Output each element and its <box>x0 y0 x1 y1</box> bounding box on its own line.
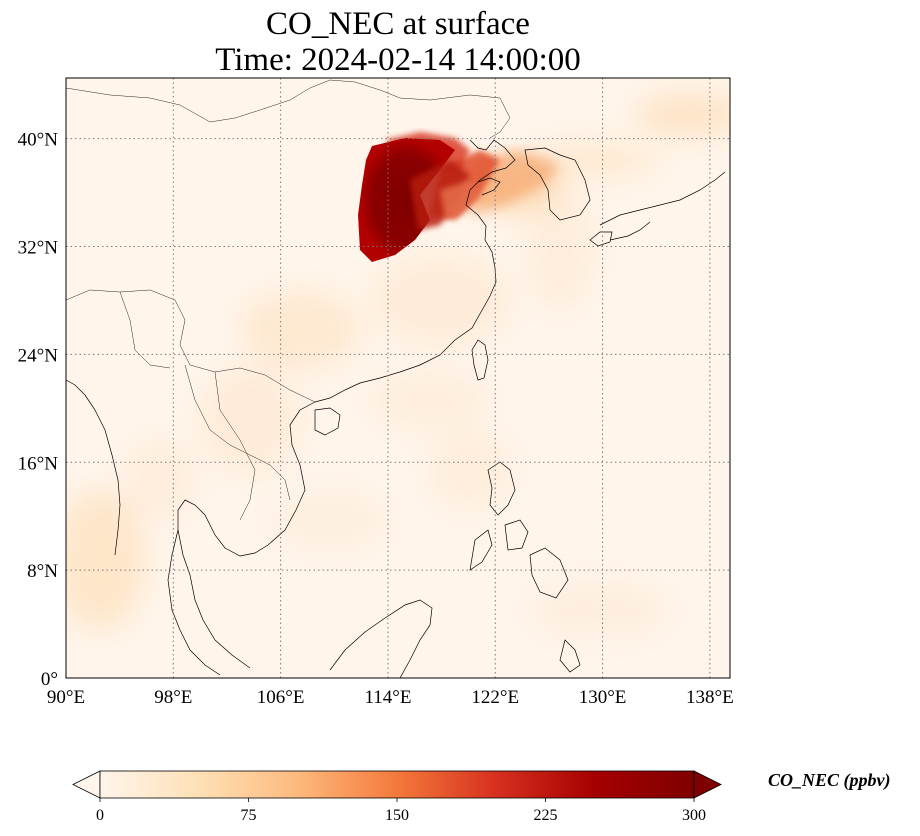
colorbar-label: CO_NEC (ppbv) <box>768 770 891 790</box>
gridlines <box>66 78 730 678</box>
map-frame <box>65 77 731 679</box>
map-plot-area <box>66 78 730 678</box>
co-plume <box>358 132 560 262</box>
colorbar: 0 75 150 225 300 <box>72 770 722 824</box>
country-borders <box>66 79 511 521</box>
lat-tick-label: 40°N <box>18 130 59 151</box>
lat-tick-label: 16°N <box>18 453 59 474</box>
colorbar-bar <box>99 770 695 799</box>
colorbar-tick-label: 225 <box>534 807 558 824</box>
colorbar-tick-label: 300 <box>682 807 706 824</box>
coastlines <box>66 139 726 678</box>
lon-tick-label: 106°E <box>257 687 305 708</box>
lon-tick-label: 130°E <box>579 687 627 708</box>
lon-tick-label: 122°E <box>471 687 519 708</box>
lat-tick-label: 32°N <box>18 238 59 259</box>
lon-tick-label: 98°E <box>154 687 192 708</box>
lon-tick-label: 138°E <box>686 687 734 708</box>
lat-tick-label: 24°N <box>18 345 59 366</box>
colorbar-over-arrow <box>693 770 722 799</box>
colorbar-tick-label: 75 <box>241 807 257 824</box>
colorbar-tick-label: 0 <box>96 807 104 824</box>
colorbar-under-arrow <box>72 770 101 799</box>
lat-tick-label: 8°N <box>27 561 58 582</box>
lat-tick-label: 0° <box>41 669 58 690</box>
longitude-tick-labels: 90°E 98°E 106°E 114°E 122°E 130°E 138°E <box>47 687 734 708</box>
concentration-field <box>66 93 730 640</box>
map-title-line-1: CO_NEC at surface <box>266 6 530 42</box>
map-title-line-2: Time: 2024-02-14 14:00:00 <box>215 42 581 78</box>
colorbar-ticks: 0 75 150 225 300 <box>96 798 706 824</box>
lon-tick-label: 90°E <box>47 687 85 708</box>
lon-tick-label: 114°E <box>364 687 411 708</box>
colorbar-tick-label: 150 <box>385 807 409 824</box>
latitude-tick-labels: 0° 8°N 16°N 24°N 32°N 40°N <box>18 130 59 690</box>
